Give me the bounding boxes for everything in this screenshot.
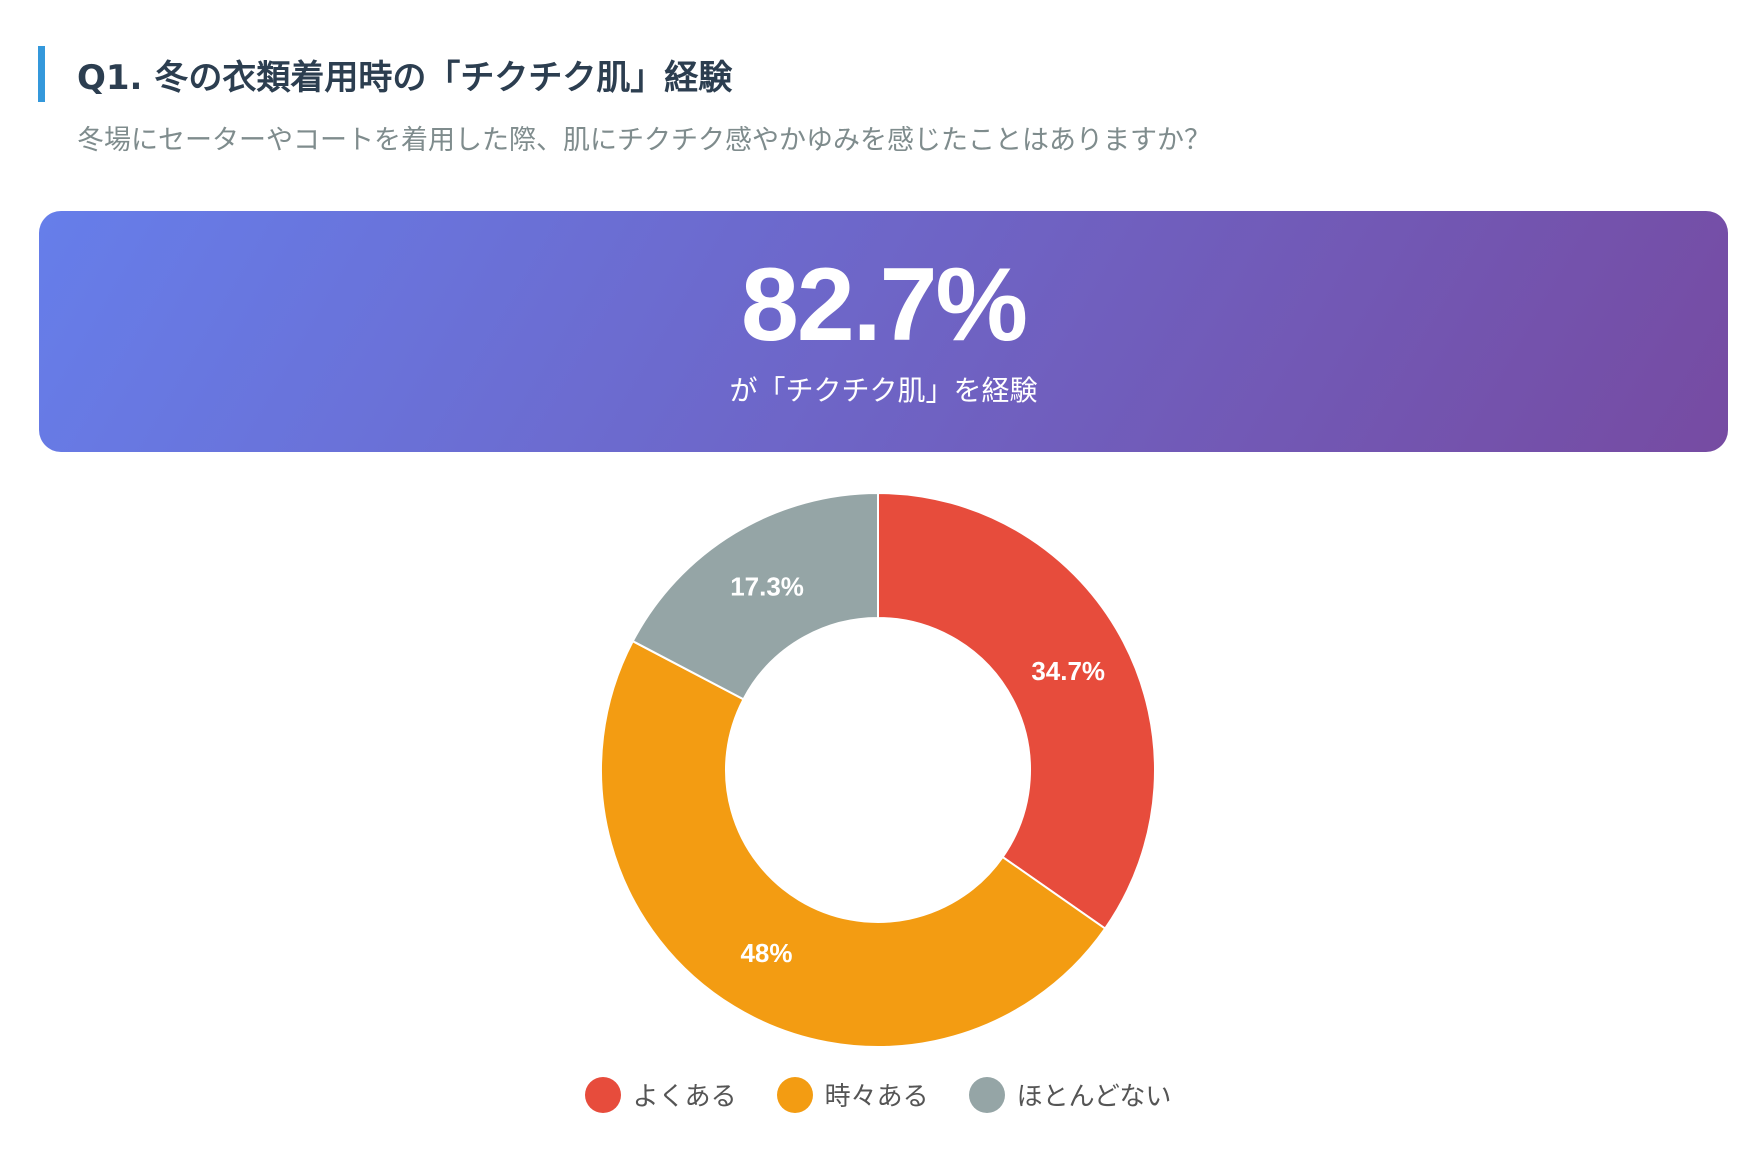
legend-swatch-1 bbox=[584, 1076, 621, 1113]
legend-item-3[interactable]: ほとんどない bbox=[968, 1076, 1172, 1113]
highlight-value: 82.7% bbox=[741, 247, 1028, 363]
donut-slice-label-3: 17.3% bbox=[730, 571, 804, 601]
question-header: Q1. 冬の衣類着用時の「チクチク肌」経験 bbox=[38, 46, 732, 102]
chart-legend: よくある 時々ある ほとんどない bbox=[0, 1076, 1756, 1113]
donut-slice-3[interactable] bbox=[631, 491, 879, 701]
donut-slice-2[interactable] bbox=[600, 639, 1107, 1048]
legend-item-1[interactable]: よくある bbox=[584, 1076, 737, 1113]
question-title: Q1. 冬の衣類着用時の「チクチク肌」経験 bbox=[77, 57, 733, 98]
legend-label-3: ほとんどない bbox=[1016, 1082, 1172, 1112]
donut-chart: 34.7% 48% 17.3% bbox=[600, 491, 1156, 1048]
highlight-banner: 82.7% が「チクチク肌」を経験 bbox=[39, 211, 1728, 452]
donut-chart-area: 34.7% 48% 17.3% bbox=[0, 470, 1756, 1070]
donut-slice-label-2: 48% bbox=[740, 938, 792, 968]
legend-label-2: 時々ある bbox=[824, 1082, 929, 1112]
question-subtitle: 冬場にセーターやコートを着用した際、肌にチクチク感やかゆみを感じたことはあります… bbox=[77, 125, 1211, 156]
legend-label-1: よくある bbox=[632, 1082, 737, 1112]
legend-item-2[interactable]: 時々ある bbox=[776, 1076, 929, 1113]
legend-swatch-2 bbox=[776, 1076, 813, 1113]
donut-slice-1[interactable] bbox=[877, 491, 1156, 930]
highlight-caption: が「チクチク肌」を経験 bbox=[729, 374, 1038, 407]
legend-swatch-3 bbox=[968, 1076, 1005, 1113]
donut-slice-label-1: 34.7% bbox=[1031, 656, 1105, 686]
